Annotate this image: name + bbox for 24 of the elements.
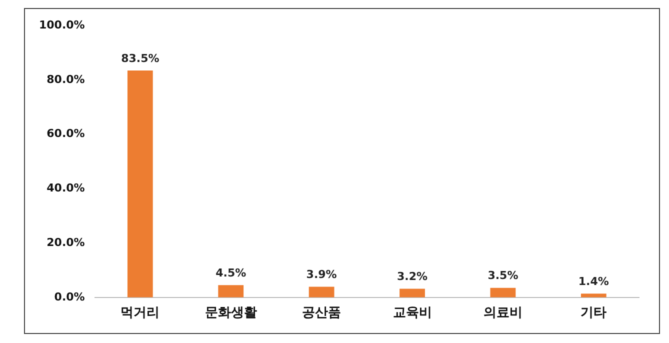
- bar: [127, 70, 153, 298]
- data-label: 4.5%: [216, 266, 246, 280]
- data-label: 3.5%: [488, 269, 518, 282]
- x-tick-label: 의료비: [483, 306, 522, 321]
- y-tick-label: 80.0%: [46, 72, 85, 86]
- y-tick-label: 20.0%: [46, 236, 85, 249]
- x-tick-label: 먹거리: [120, 306, 160, 321]
- bar: [490, 288, 516, 298]
- data-label: 83.5%: [121, 52, 160, 65]
- data-label: 1.4%: [578, 274, 609, 288]
- bar: [308, 286, 334, 298]
- y-tick-label: 60.0%: [46, 127, 85, 140]
- bar: [400, 288, 425, 298]
- x-tick-label: 기타: [580, 306, 607, 321]
- y-tick-label: 0.0%: [54, 290, 85, 304]
- bar: [218, 285, 244, 298]
- data-label: 3.2%: [397, 270, 428, 284]
- y-tick-label: 40.0%: [46, 182, 85, 195]
- y-tick-label: 100.0%: [38, 18, 85, 32]
- data-label: 3.9%: [306, 268, 337, 282]
- x-tick-label: 교육비: [392, 306, 432, 321]
- bar: [580, 294, 606, 298]
- x-tick-label: 공산품: [302, 306, 342, 321]
- x-tick-label: 문화생활: [204, 306, 257, 321]
